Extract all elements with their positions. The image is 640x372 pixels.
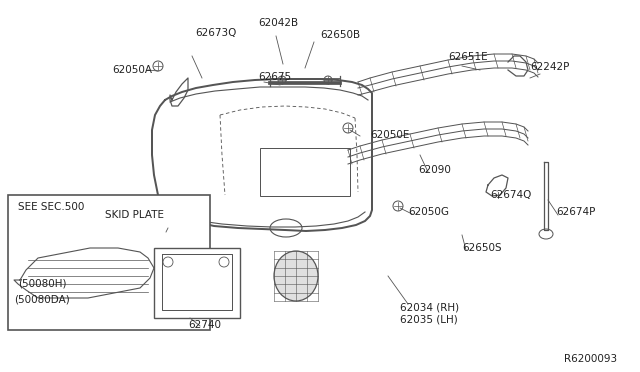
Text: SEE SEC.500: SEE SEC.500 bbox=[18, 202, 84, 212]
Text: 62242P: 62242P bbox=[530, 62, 570, 72]
Text: 62675: 62675 bbox=[258, 72, 291, 82]
Text: 62050E: 62050E bbox=[370, 130, 410, 140]
Text: 62034 (RH): 62034 (RH) bbox=[400, 302, 459, 312]
Bar bbox=[8, 195, 210, 330]
Text: 62651E: 62651E bbox=[448, 52, 488, 62]
Text: 62650S: 62650S bbox=[462, 243, 502, 253]
Text: 62042B: 62042B bbox=[258, 18, 298, 28]
Text: 62050G: 62050G bbox=[408, 207, 449, 217]
Text: (50080H): (50080H) bbox=[18, 278, 67, 288]
Text: 62035 (LH): 62035 (LH) bbox=[400, 314, 458, 324]
Text: SKID PLATE: SKID PLATE bbox=[105, 210, 164, 220]
Text: (50080DA): (50080DA) bbox=[14, 295, 70, 305]
Ellipse shape bbox=[274, 251, 318, 301]
Text: R6200093: R6200093 bbox=[564, 354, 617, 364]
Bar bbox=[154, 248, 240, 318]
Text: 62674Q: 62674Q bbox=[490, 190, 531, 200]
Text: 62673Q: 62673Q bbox=[195, 28, 236, 38]
Text: 62090: 62090 bbox=[418, 165, 451, 175]
Bar bbox=[260, 148, 350, 196]
Text: 62650B: 62650B bbox=[320, 30, 360, 40]
Text: 62674P: 62674P bbox=[556, 207, 595, 217]
Text: 62050A: 62050A bbox=[112, 65, 152, 75]
Text: 62740: 62740 bbox=[188, 320, 221, 330]
